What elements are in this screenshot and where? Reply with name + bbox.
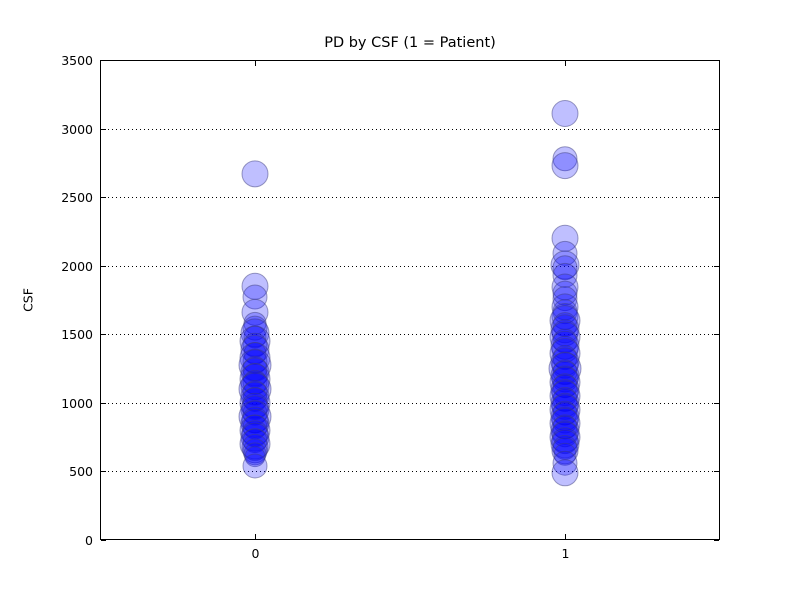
data-point — [552, 386, 578, 412]
x-tick-label: 1 — [562, 546, 570, 561]
data-point — [551, 152, 579, 180]
data-point — [553, 442, 577, 466]
data-point — [549, 337, 581, 369]
data-point — [551, 379, 579, 407]
data-point — [240, 422, 270, 452]
data-point — [552, 359, 578, 385]
data-point — [552, 414, 578, 440]
data-point — [244, 446, 266, 468]
y-tick-label: 0 — [85, 533, 93, 548]
data-point — [552, 450, 578, 476]
data-point — [241, 392, 269, 420]
data-point — [238, 372, 272, 406]
data-point — [242, 349, 268, 375]
data-point — [549, 305, 581, 337]
y-tick-label: 2000 — [61, 259, 93, 274]
data-point — [551, 427, 579, 455]
data-point — [552, 373, 578, 399]
data-point — [552, 400, 578, 426]
data-point — [551, 392, 579, 420]
y-tick-label: 2500 — [61, 190, 93, 205]
data-point — [551, 335, 579, 363]
data-point — [551, 365, 579, 393]
data-point — [551, 99, 579, 127]
data-point — [242, 315, 268, 341]
plot-frame — [100, 60, 720, 540]
data-point — [242, 400, 268, 426]
data-point — [551, 420, 579, 448]
data-point — [240, 371, 270, 401]
data-point — [551, 406, 579, 434]
data-point — [552, 240, 578, 266]
x-tick-label: 0 — [252, 546, 260, 561]
data-point — [551, 459, 579, 487]
y-tick-label: 1000 — [61, 396, 93, 411]
y-tick-label: 3500 — [61, 53, 93, 68]
chart-title: PD by CSF (1 = Patient) — [324, 35, 496, 51]
data-point — [242, 284, 268, 310]
y-tick-label: 500 — [69, 464, 93, 479]
data-point — [241, 406, 269, 434]
data-point — [552, 146, 578, 172]
y-tick-label: 1500 — [61, 327, 93, 342]
y-tick-label: 3000 — [61, 122, 93, 137]
data-point — [241, 160, 269, 188]
data-point — [242, 453, 268, 479]
data-point — [552, 255, 578, 281]
data-point — [552, 262, 578, 288]
data-point — [242, 380, 268, 406]
data-point — [550, 429, 580, 459]
